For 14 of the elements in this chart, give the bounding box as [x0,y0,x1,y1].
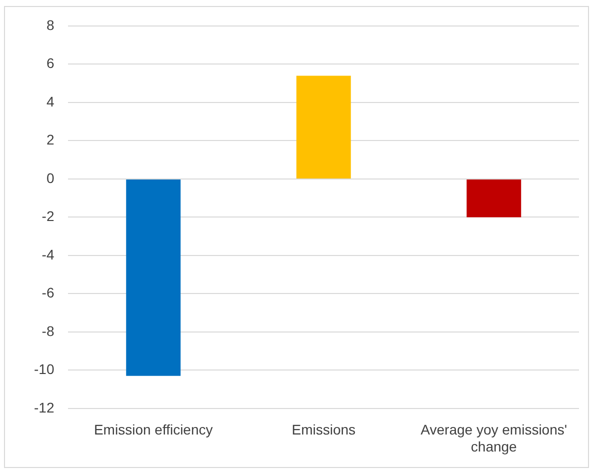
y-tick-label: 4 [46,93,54,110]
y-tick-label: 0 [46,170,54,186]
y-tick-label: 2 [46,132,54,148]
y-tick-label: -2 [42,208,54,224]
y-tick-label: -6 [42,284,54,301]
x-tick-label: Average yoy emissions' change [420,422,568,454]
x-tick-label: Emission efficiency [94,422,213,438]
y-tick-label: -12 [34,399,54,416]
y-tick-label: 6 [46,55,54,72]
y-tick-label: -10 [34,361,54,378]
x-tick-label: Emissions [292,422,356,438]
y-tick-label: -8 [42,322,54,339]
y-tick-label: 8 [46,16,54,33]
y-tick-label: -4 [42,246,54,262]
